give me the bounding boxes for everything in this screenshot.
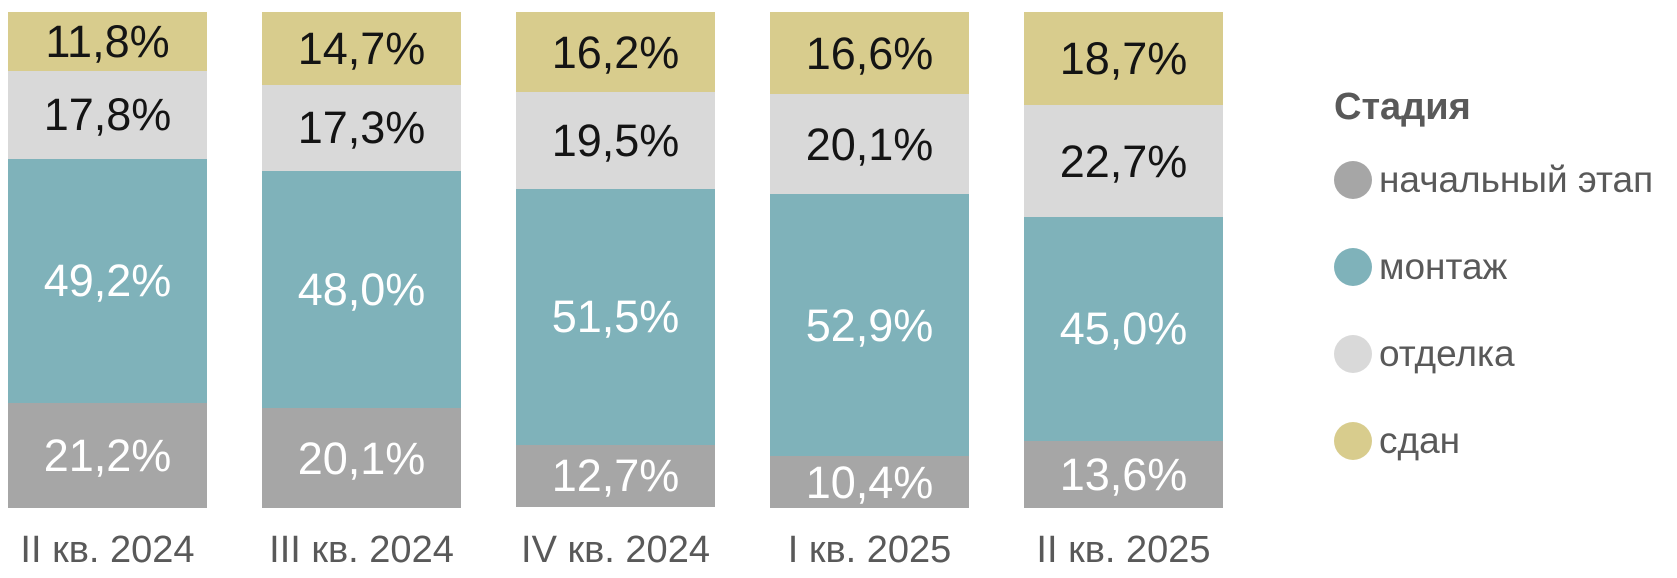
category-label: III кв. 2024: [269, 529, 454, 571]
legend-item-delivered: сдан: [1334, 419, 1677, 463]
legend: Стадия начальный этап монтаж отделка сдан: [1334, 84, 1677, 506]
segment-value-label: 48,0%: [297, 263, 426, 315]
bar-segment-delivered: 16,2%: [516, 12, 715, 93]
bar: 14,7% 17,3% 48,0% 20,1%: [262, 12, 461, 509]
bar-segment-delivered: 11,8%: [8, 12, 207, 71]
segment-value-label: 17,3%: [297, 102, 426, 154]
legend-items: начальный этап монтаж отделка сдан: [1334, 158, 1677, 463]
bar-segment-initial-stage: 12,7%: [516, 444, 715, 508]
legend-label: начальный этап: [1379, 159, 1654, 200]
bar-segment-initial-stage: 21,2%: [8, 402, 207, 508]
legend-swatch-installation: [1334, 248, 1372, 286]
segment-value-label: 12,7%: [551, 450, 680, 502]
legend-label: сдан: [1379, 420, 1461, 461]
x-axis-labels: II кв. 2024 III кв. 2024 IV кв. 2024 I кв. …: [8, 527, 1232, 573]
legend-label: монтаж: [1379, 246, 1508, 287]
plot-area: 11,8% 17,8% 49,2% 21,2% 14,7% 17,3% 48,0% 20,1%…: [8, 12, 1232, 509]
legend-item-finishing: отделка: [1334, 332, 1677, 376]
bar: 18,7% 22,7% 45,0% 13,6%: [1024, 12, 1223, 508]
bar-segment-finishing: 17,3%: [262, 84, 461, 171]
segment-value-label: 52,9%: [805, 299, 934, 351]
bar-segment-finishing: 19,5%: [516, 92, 715, 190]
category-label: I кв. 2025: [787, 529, 952, 571]
legend-swatch-initial-stage: [1334, 161, 1372, 199]
bar-segment-delivered: 16,6%: [770, 12, 969, 95]
bar-segment-initial-stage: 10,4%: [770, 456, 969, 508]
bar-segment-delivered: 18,7%: [1024, 12, 1223, 105]
legend-label: отделка: [1379, 333, 1515, 374]
bar-segment-installation: 45,0%: [1024, 217, 1223, 441]
segment-value-label: 51,5%: [551, 291, 680, 343]
legend-swatch-delivered: [1334, 422, 1372, 460]
bar-segment-installation: 52,9%: [770, 194, 969, 457]
bar-segment-delivered: 14,7%: [262, 12, 461, 85]
bar-segment-installation: 48,0%: [262, 170, 461, 409]
bar: 16,6% 20,1% 52,9% 10,4%: [770, 12, 969, 508]
segment-value-label: 22,7%: [1059, 135, 1188, 187]
segment-value-label: 21,2%: [43, 429, 172, 481]
legend-swatch-finishing: [1334, 335, 1372, 373]
segment-value-label: 49,2%: [43, 255, 172, 307]
segment-value-label: 10,4%: [805, 456, 934, 508]
legend-item-installation: монтаж: [1334, 245, 1677, 289]
bar-segment-initial-stage: 13,6%: [1024, 440, 1223, 508]
bar-segment-finishing: 17,8%: [8, 70, 207, 159]
bar: 16,2% 19,5% 51,5% 12,7%: [516, 12, 715, 508]
segment-value-label: 20,1%: [297, 432, 426, 484]
category-label: II кв. 2024: [20, 529, 195, 571]
legend-item-initial-stage: начальный этап: [1334, 158, 1677, 202]
segment-value-label: 16,2%: [551, 26, 680, 78]
segment-value-label: 16,6%: [805, 27, 934, 79]
category-label: II кв. 2025: [1036, 529, 1211, 571]
segment-value-label: 45,0%: [1059, 303, 1188, 355]
segment-value-label: 14,7%: [297, 22, 426, 74]
segment-value-label: 17,8%: [43, 89, 172, 141]
bar-segment-installation: 49,2%: [8, 158, 207, 403]
segment-value-label: 18,7%: [1059, 32, 1188, 84]
segment-value-label: 19,5%: [551, 115, 680, 167]
category-label: IV кв. 2024: [521, 529, 710, 571]
segment-value-label: 13,6%: [1059, 448, 1188, 500]
bar-segment-finishing: 20,1%: [770, 94, 969, 195]
segment-value-label: 11,8%: [45, 15, 170, 67]
bar-segment-initial-stage: 20,1%: [262, 408, 461, 509]
segment-value-label: 20,1%: [805, 118, 934, 170]
legend-title: Стадия: [1334, 86, 1471, 128]
bar-segment-finishing: 22,7%: [1024, 104, 1223, 218]
bar-segment-installation: 51,5%: [516, 189, 715, 445]
bar: 11,8% 17,8% 49,2% 21,2%: [8, 12, 207, 508]
